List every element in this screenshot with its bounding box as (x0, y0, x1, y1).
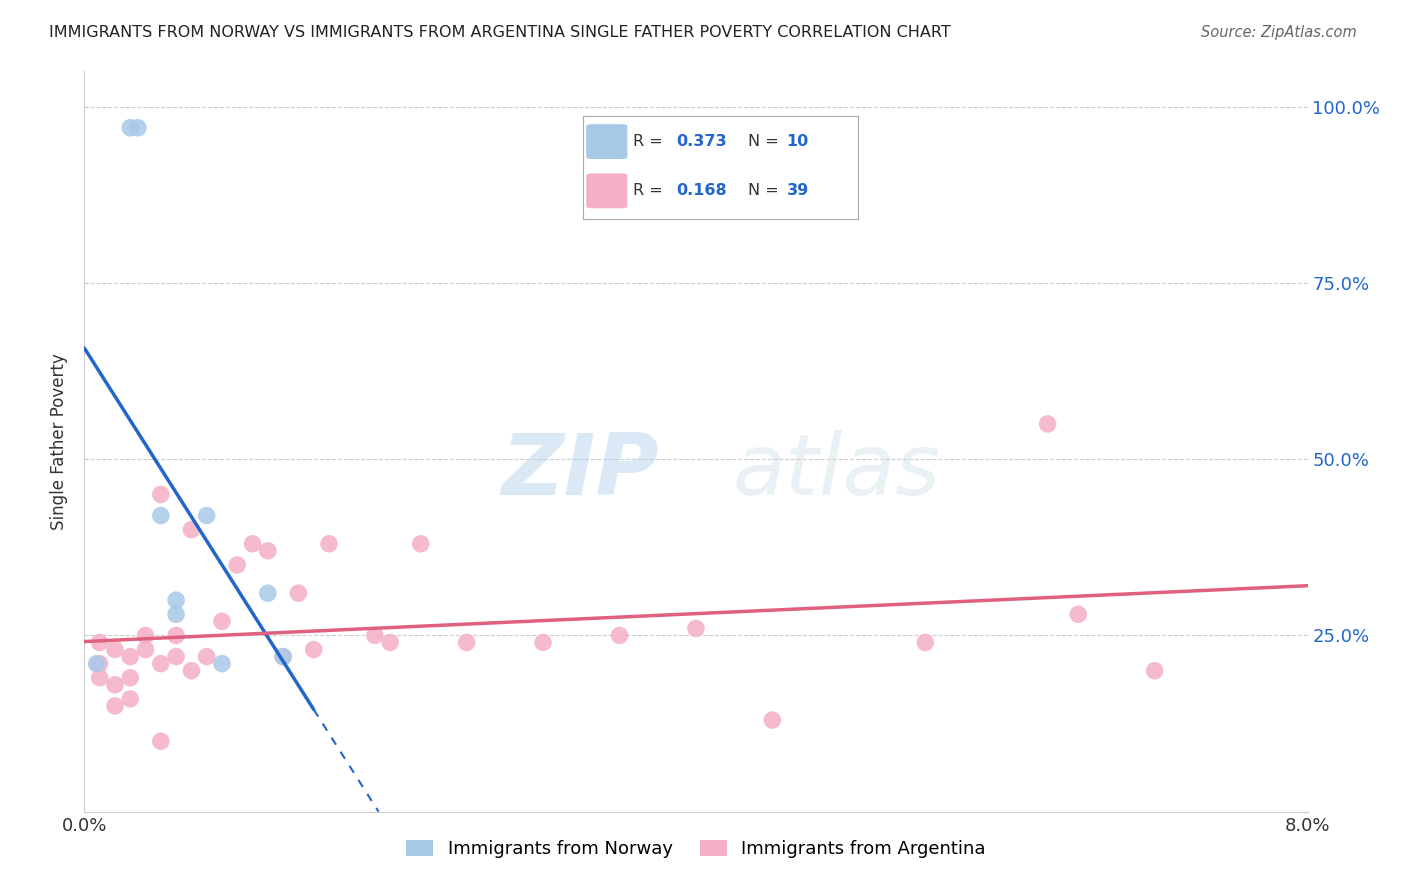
Legend: Immigrants from Norway, Immigrants from Argentina: Immigrants from Norway, Immigrants from … (399, 833, 993, 865)
Text: 39: 39 (786, 184, 808, 198)
Point (104, 678, 127, 692)
Point (165, 607, 187, 622)
Point (89, 635, 111, 649)
Point (135, 642, 157, 657)
Text: 0.373: 0.373 (676, 134, 727, 149)
Point (104, 698, 127, 713)
Point (165, 593, 187, 607)
Point (180, 664, 202, 678)
Point (226, 558, 249, 572)
Point (242, 537, 264, 551)
Point (257, 544, 280, 558)
Point (195, 649, 218, 664)
Point (89, 657, 111, 671)
Point (127, 120, 149, 135)
Point (914, 635, 936, 649)
Text: IMMIGRANTS FROM NORWAY VS IMMIGRANTS FROM ARGENTINA SINGLE FATHER POVERTY CORREL: IMMIGRANTS FROM NORWAY VS IMMIGRANTS FRO… (49, 25, 950, 40)
Point (271, 649, 294, 664)
Point (165, 649, 187, 664)
Point (120, 692, 142, 706)
Text: ZIP: ZIP (502, 430, 659, 513)
Point (120, 671, 142, 685)
Point (761, 713, 783, 727)
Point (1067, 607, 1090, 622)
Text: R =: R = (633, 134, 668, 149)
Point (180, 523, 202, 537)
Point (409, 537, 432, 551)
Text: 0.168: 0.168 (676, 184, 727, 198)
Point (1143, 664, 1166, 678)
Point (456, 635, 478, 649)
Point (120, 649, 142, 664)
Point (380, 635, 402, 649)
Text: N =: N = (748, 184, 785, 198)
Y-axis label: Single Father Poverty: Single Father Poverty (51, 353, 69, 530)
Point (149, 657, 172, 671)
Point (318, 537, 340, 551)
Text: atlas: atlas (733, 430, 941, 513)
Point (135, 628, 157, 642)
Text: 10: 10 (786, 134, 808, 149)
Point (211, 657, 233, 671)
Point (1036, 417, 1059, 431)
Text: Source: ZipAtlas.com: Source: ZipAtlas.com (1201, 25, 1357, 40)
Point (211, 615, 233, 629)
Point (287, 586, 309, 600)
Point (257, 586, 280, 600)
Point (120, 120, 142, 135)
Point (531, 635, 554, 649)
Point (89, 671, 111, 685)
FancyBboxPatch shape (586, 124, 627, 159)
Point (104, 642, 127, 657)
Point (271, 649, 294, 664)
Point (149, 734, 172, 748)
Point (149, 508, 172, 523)
Point (302, 642, 325, 657)
Point (609, 628, 631, 642)
Text: R =: R = (633, 184, 668, 198)
Point (195, 508, 218, 523)
FancyBboxPatch shape (586, 173, 627, 208)
Point (149, 487, 172, 501)
Point (86, 657, 108, 671)
Point (685, 621, 707, 635)
Point (364, 628, 387, 642)
Text: N =: N = (748, 134, 785, 149)
Point (165, 628, 187, 642)
